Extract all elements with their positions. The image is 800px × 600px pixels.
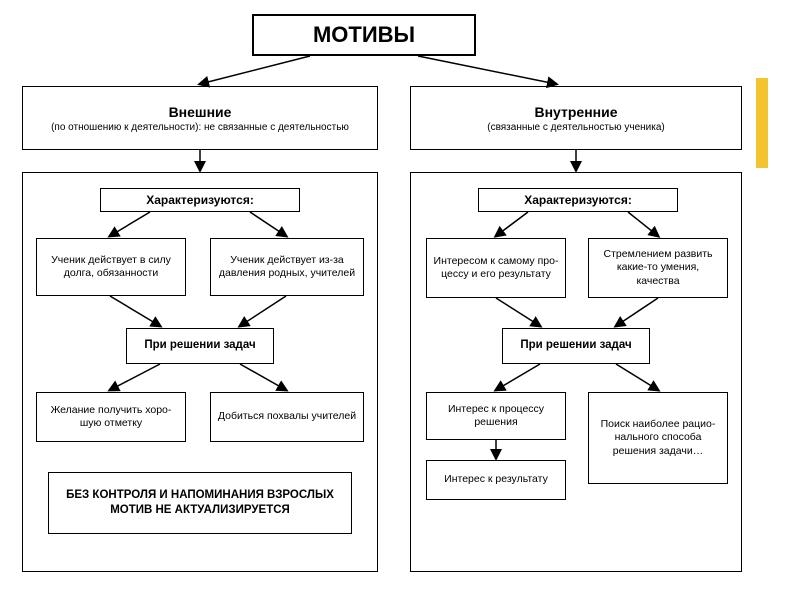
left-task-item-1: Добиться по­хвалы учителей xyxy=(210,392,364,442)
left-category: Внешние (по отношению к деятельности): н… xyxy=(22,86,378,150)
left-task-title: При решении задач xyxy=(126,328,274,364)
left-char-title: Характеризуются: xyxy=(100,188,300,212)
right-char-item-0: Интересом к самому про­цессу и его резул… xyxy=(426,238,566,298)
left-char-item-1: Ученик действует из-за давления родных, … xyxy=(210,238,364,296)
title-text: МОТИВЫ xyxy=(313,22,415,48)
left-char-item-0: Ученик дей­ствует в силу долга, обязан­н… xyxy=(36,238,186,296)
right-extra: Интерес к результату xyxy=(426,460,566,500)
right-cat-title: Внутренние xyxy=(534,104,617,120)
right-category: Внутренние (связанные с деятельностью уч… xyxy=(410,86,742,150)
left-cat-title: Внешние xyxy=(169,104,232,120)
right-container xyxy=(410,172,742,572)
title-box: МОТИВЫ xyxy=(252,14,476,56)
right-char-title: Характеризуются: xyxy=(478,188,678,212)
right-task-item-0: Интерес к процессу решения xyxy=(426,392,566,440)
left-bottom: БЕЗ КОНТРОЛЯ И НАПОМИНАНИЯ ВЗРОСЛЫХ МОТИ… xyxy=(48,472,352,534)
right-task-item-1: Поиск наибо­лее рацио­нального способа р… xyxy=(588,392,728,484)
left-task-item-0: Желание по­лучить хоро­шую отметку xyxy=(36,392,186,442)
right-char-item-1: Стремлением развить ка­кие-то уме­ния, к… xyxy=(588,238,728,298)
right-task-title: При решении задач xyxy=(502,328,650,364)
left-cat-sub: (по отношению к деятельности): не связан… xyxy=(51,122,349,133)
right-cat-sub: (связанные с деятельностью ученика) xyxy=(487,122,665,133)
yellow-accent xyxy=(756,78,768,168)
